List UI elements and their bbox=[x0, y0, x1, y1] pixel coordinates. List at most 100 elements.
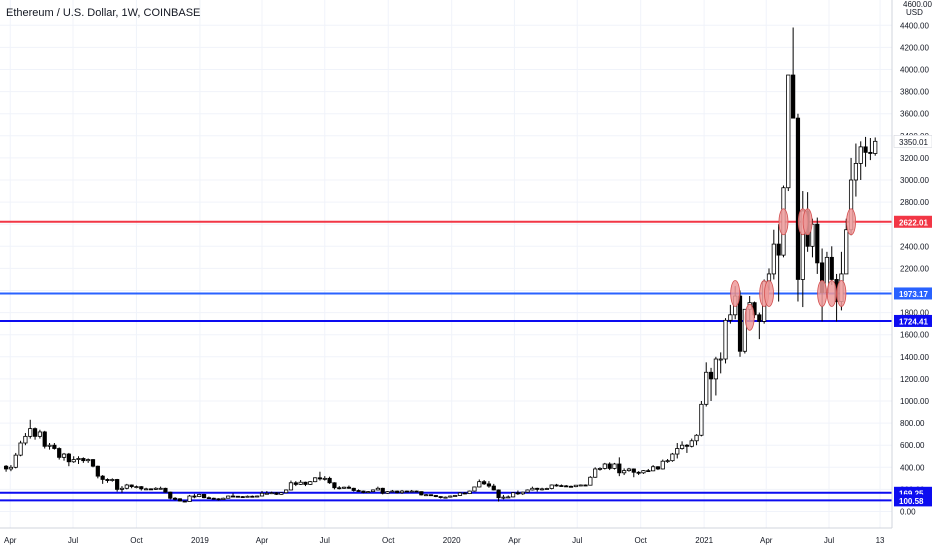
candle-body-up bbox=[530, 487, 535, 491]
candle bbox=[515, 490, 521, 495]
candle-body-up bbox=[525, 489, 530, 493]
candle bbox=[607, 462, 612, 471]
candle-body-up bbox=[221, 497, 226, 500]
highlight-ellipse bbox=[744, 303, 755, 331]
candle bbox=[482, 480, 487, 485]
candle-body-down bbox=[42, 431, 47, 447]
candle bbox=[655, 466, 661, 471]
candle bbox=[583, 484, 588, 487]
candle bbox=[346, 485, 352, 489]
x-tick-label: Oct bbox=[634, 536, 647, 545]
candle-body-up bbox=[593, 468, 598, 478]
candle-body-up bbox=[679, 444, 685, 449]
candle-body-up bbox=[399, 490, 405, 494]
candle-body-down bbox=[535, 487, 540, 490]
candle-body-down bbox=[829, 256, 834, 280]
grid-layer bbox=[0, 0, 892, 528]
candle bbox=[32, 427, 38, 440]
candle bbox=[211, 497, 216, 500]
candle bbox=[646, 468, 651, 473]
y-tick-label: 4000.00 bbox=[900, 66, 929, 75]
highlight-ellipse bbox=[730, 280, 741, 307]
x-tick-label: Jul bbox=[68, 536, 78, 545]
candle bbox=[76, 456, 81, 464]
candle bbox=[433, 495, 438, 498]
candle bbox=[341, 486, 347, 489]
candle bbox=[791, 27, 796, 119]
candle-body-up bbox=[641, 470, 646, 474]
candle-body-up bbox=[197, 493, 202, 497]
candle-body-down bbox=[815, 223, 820, 264]
candle bbox=[148, 488, 154, 491]
candle bbox=[23, 433, 28, 446]
candle bbox=[322, 476, 327, 481]
candle bbox=[626, 467, 632, 472]
candle bbox=[124, 483, 129, 490]
candle bbox=[139, 486, 144, 491]
candle-body-down bbox=[230, 495, 236, 498]
candle bbox=[641, 470, 646, 474]
candle bbox=[588, 476, 593, 486]
candle-body-up bbox=[453, 495, 458, 497]
candle bbox=[617, 457, 622, 477]
candle-body-down bbox=[129, 484, 134, 488]
candle-body-up bbox=[375, 487, 380, 491]
y-tick-label: 3000.00 bbox=[900, 176, 929, 185]
highlight-ellipse bbox=[802, 208, 813, 236]
candle bbox=[66, 452, 71, 467]
candle-body-up bbox=[549, 484, 554, 489]
candle bbox=[477, 479, 482, 488]
candle-body-down bbox=[182, 500, 187, 503]
candle-body-up bbox=[259, 492, 265, 497]
candle bbox=[636, 471, 641, 476]
candle bbox=[269, 491, 274, 495]
candle-body-down bbox=[3, 465, 9, 470]
candle-body-up bbox=[665, 460, 670, 463]
candle bbox=[337, 486, 342, 490]
candle-body-up bbox=[858, 146, 863, 164]
candle-body-down bbox=[559, 485, 564, 487]
candle bbox=[298, 480, 303, 485]
candle-body-down bbox=[115, 479, 120, 490]
y-tick-label: 1800.00 bbox=[900, 309, 929, 318]
candle bbox=[332, 482, 337, 490]
candle-body-up bbox=[255, 495, 260, 498]
candle-body-up bbox=[269, 492, 274, 495]
y-tick-label: 800.00 bbox=[900, 419, 925, 428]
y-tick-label: 2200.00 bbox=[900, 264, 929, 273]
candle-body-down bbox=[317, 477, 323, 480]
candle bbox=[3, 465, 9, 472]
y-tick-label: 1600.00 bbox=[900, 331, 929, 340]
x-tick-label: 13 bbox=[876, 536, 885, 545]
candle bbox=[61, 452, 67, 461]
candle-body-down bbox=[568, 485, 574, 488]
candle bbox=[737, 290, 743, 357]
candle bbox=[472, 486, 477, 492]
candle bbox=[684, 444, 690, 453]
candle bbox=[264, 491, 269, 495]
candle-body-down bbox=[655, 466, 661, 470]
y-tick-label-partial: 4600.00 bbox=[903, 0, 932, 9]
candle-body-down bbox=[617, 463, 622, 474]
candle-body-up bbox=[723, 319, 728, 360]
candle-body-up bbox=[47, 444, 52, 447]
candle bbox=[221, 497, 226, 500]
candle-body-up bbox=[187, 495, 192, 502]
candle-body-down bbox=[554, 484, 559, 487]
candle bbox=[535, 487, 540, 492]
candle-body-down bbox=[293, 482, 298, 485]
candle-body-up bbox=[322, 477, 327, 480]
candle-body-up bbox=[853, 163, 859, 181]
candle-body-down bbox=[482, 481, 487, 485]
highlight-ellipse bbox=[764, 280, 774, 307]
level-price-label: 1973.17 bbox=[899, 290, 928, 299]
x-tick-label: Oct bbox=[382, 536, 395, 545]
candle-body-up bbox=[298, 481, 303, 485]
candle-body-down bbox=[491, 485, 496, 491]
candle-body-down bbox=[419, 491, 424, 496]
candle-body-up bbox=[539, 488, 545, 491]
candle bbox=[428, 494, 434, 497]
candle bbox=[718, 352, 723, 374]
axis-layer bbox=[0, 0, 893, 529]
